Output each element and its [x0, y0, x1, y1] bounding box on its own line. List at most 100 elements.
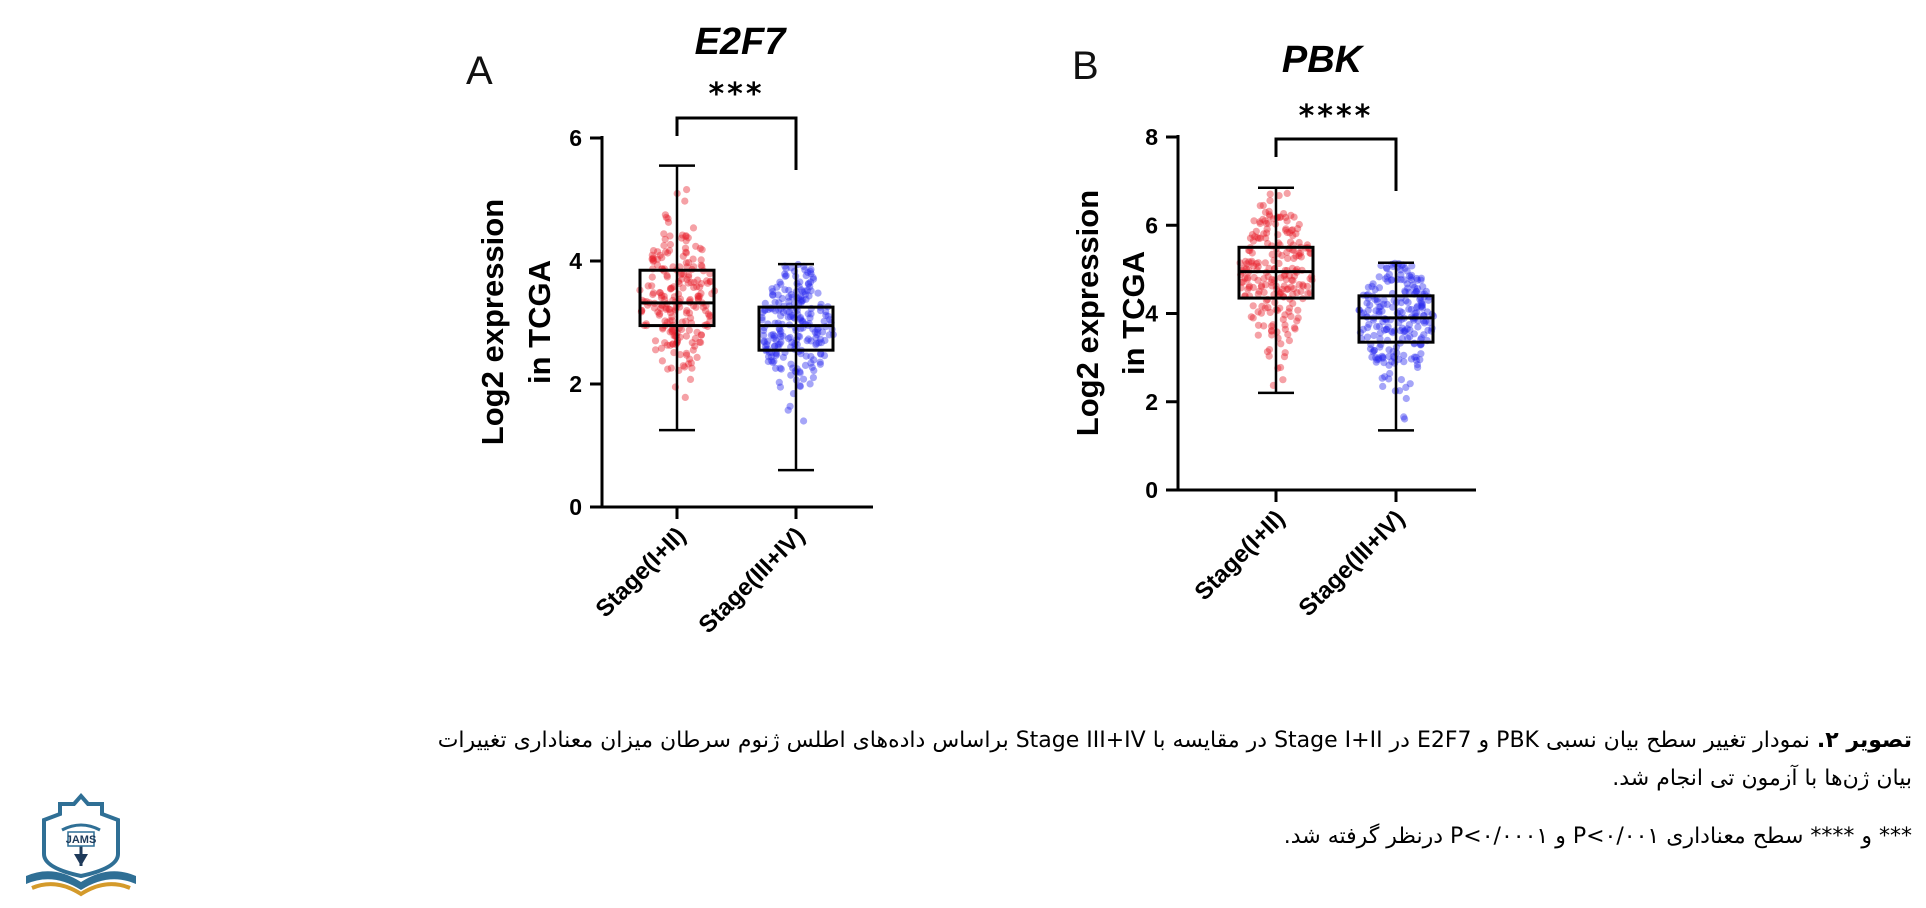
data-point — [1372, 354, 1380, 362]
data-point — [685, 309, 694, 317]
data-point — [1373, 298, 1381, 306]
data-point — [649, 289, 658, 297]
data-point — [690, 263, 698, 271]
data-point — [770, 357, 778, 365]
data-point — [758, 308, 767, 317]
data-point — [1264, 273, 1272, 281]
data-point — [1303, 282, 1312, 290]
data-point — [787, 291, 796, 299]
data-point — [1278, 251, 1286, 260]
data-point — [1282, 226, 1290, 234]
data-point — [1383, 265, 1391, 273]
data-point — [1288, 276, 1296, 284]
data-point — [682, 248, 690, 256]
data-point — [799, 296, 807, 304]
data-point — [769, 331, 777, 339]
data-point — [1283, 217, 1291, 225]
data-point — [706, 278, 714, 286]
data-point — [697, 280, 706, 288]
data-point — [661, 235, 669, 243]
data-point — [667, 285, 675, 293]
data-point — [1281, 311, 1289, 319]
data-point — [703, 277, 711, 285]
box-late-stage — [757, 305, 835, 352]
data-point — [774, 340, 782, 349]
data-point — [784, 313, 792, 321]
data-point — [1369, 280, 1377, 288]
data-point — [1280, 272, 1288, 280]
y-axis-label-line-1: Log2 expression — [475, 199, 510, 445]
data-point — [682, 259, 690, 267]
data-point — [806, 267, 815, 275]
data-point — [706, 270, 714, 278]
data-point — [807, 270, 815, 278]
data-point — [788, 293, 796, 301]
data-point — [1299, 281, 1307, 289]
data-point — [1240, 264, 1248, 272]
data-point — [797, 286, 805, 294]
data-point — [666, 309, 675, 317]
data-point — [1252, 260, 1260, 268]
data-point — [664, 218, 673, 226]
data-point — [1381, 326, 1389, 334]
data-point — [805, 279, 813, 287]
data-point — [807, 352, 815, 361]
data-point — [799, 318, 807, 326]
data-point — [1375, 284, 1383, 292]
data-point — [1247, 313, 1255, 321]
data-point — [809, 325, 817, 333]
data-point — [1413, 304, 1421, 312]
data-point — [1262, 281, 1270, 289]
data-point — [796, 369, 804, 377]
data-point — [1408, 262, 1416, 270]
data-point — [684, 234, 692, 242]
data-point — [660, 241, 668, 250]
data-point — [1416, 356, 1424, 364]
data-point — [1397, 271, 1405, 279]
data-point — [649, 257, 657, 266]
data-point — [804, 335, 813, 343]
data-point — [1376, 329, 1384, 337]
data-point — [1379, 382, 1387, 390]
data-point — [1370, 346, 1378, 355]
data-point — [1258, 282, 1266, 290]
data-point — [1249, 237, 1257, 245]
data-point — [1413, 309, 1421, 317]
data-point — [1284, 285, 1292, 293]
data-point — [682, 317, 690, 325]
data-point — [1276, 213, 1284, 221]
data-point — [1283, 285, 1291, 293]
data-point — [678, 234, 686, 242]
data-point — [1254, 290, 1262, 298]
data-point — [1254, 308, 1262, 316]
data-point — [1364, 306, 1372, 314]
data-point — [704, 310, 713, 318]
data-point — [1396, 327, 1404, 335]
data-point — [1266, 308, 1274, 316]
data-point — [686, 355, 694, 363]
data-point — [1405, 272, 1414, 280]
data-point — [806, 283, 814, 291]
data-point — [1401, 287, 1409, 295]
data-point — [1409, 281, 1417, 289]
data-point — [1401, 326, 1409, 334]
data-point — [659, 325, 667, 333]
data-point — [779, 332, 787, 340]
y-axis-label-line-2: in TCGA — [522, 260, 557, 384]
data-point — [696, 338, 704, 346]
data-point — [1378, 307, 1386, 315]
data-point — [1369, 348, 1377, 356]
data-point — [682, 232, 690, 240]
data-point — [1378, 374, 1386, 382]
data-point — [1418, 302, 1426, 310]
data-point — [1364, 283, 1372, 291]
data-point — [1260, 275, 1268, 283]
data-point — [817, 339, 825, 347]
data-point — [668, 325, 677, 333]
data-point — [784, 406, 792, 414]
data-point — [678, 231, 687, 239]
data-point — [1402, 383, 1410, 391]
data-point — [1401, 415, 1409, 423]
data-point — [656, 251, 664, 259]
data-point — [1290, 272, 1298, 280]
